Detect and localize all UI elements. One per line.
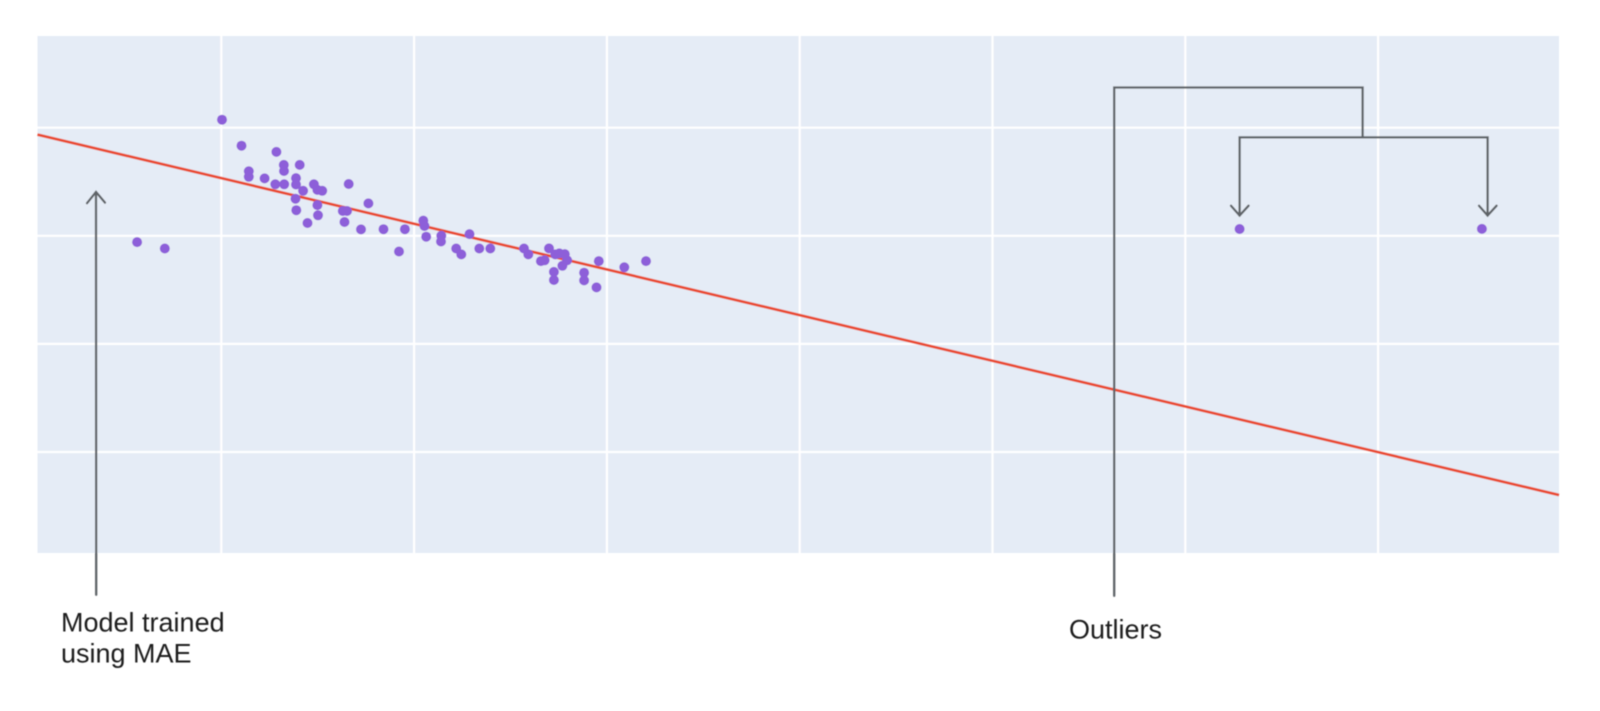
svg-text:Model trained: Model trained (61, 608, 225, 638)
svg-text:Outliers: Outliers (1069, 615, 1162, 645)
svg-text:using MAE: using MAE (61, 639, 192, 669)
